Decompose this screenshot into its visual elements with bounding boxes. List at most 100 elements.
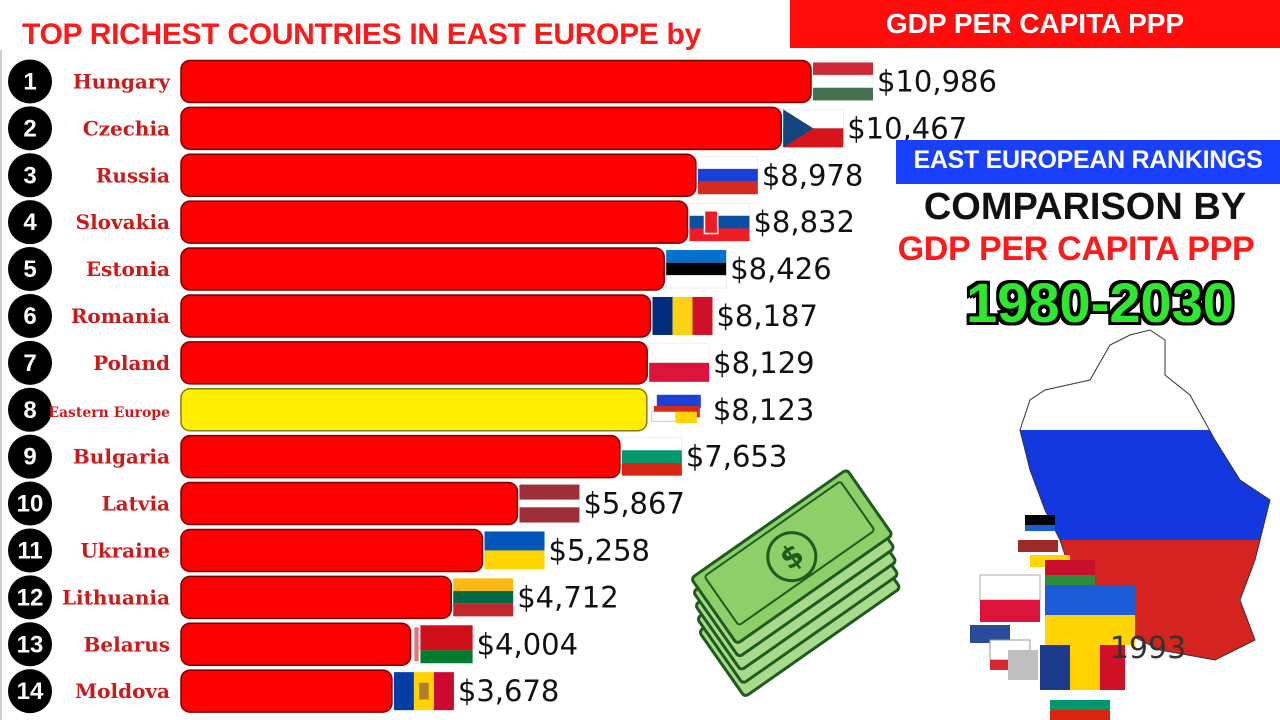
bar [180, 669, 393, 713]
value-label: $8,123 [713, 393, 814, 427]
bar [180, 622, 412, 666]
title-banner-text: GDP PER CAPITA PPP [885, 8, 1185, 39]
bulgaria-flag-icon [621, 437, 683, 476]
rank-badge [8, 575, 52, 620]
slovakia-flag-icon [689, 202, 750, 242]
chart-row: 4 Slovakia $8,832 [8, 200, 855, 245]
chart-row: 13 Belarus $4,004 [8, 622, 578, 667]
moldova-flag-icon [393, 672, 454, 711]
bar [180, 575, 452, 620]
rank-badge [8, 481, 52, 526]
value-label: $5,867 [583, 487, 684, 521]
value-label: $7,653 [686, 440, 787, 474]
rank-number: 3 [23, 162, 36, 189]
value-label: $8,426 [730, 252, 831, 286]
year-range: 1980-2030 [966, 271, 1234, 334]
country-label: Romania [71, 304, 170, 328]
rank-badge [8, 200, 52, 245]
chart-axis-line [0, 50, 2, 720]
rank-badge [8, 59, 52, 104]
value-label: $8,187 [716, 299, 817, 333]
country-label: Belarus [83, 632, 170, 656]
bar [180, 341, 648, 385]
chart-row: 6 Romania $8,187 [8, 293, 818, 338]
rank-badge [8, 153, 52, 198]
rank-badge [8, 247, 52, 292]
rank-number: 2 [23, 115, 36, 142]
comparison-subheading: GDP PER CAPITA PPP [897, 230, 1255, 268]
rankings-band: EAST EUROPEAN RANKINGS [896, 140, 1280, 184]
estonia-flag-icon [665, 250, 727, 289]
rank-number: 11 [17, 537, 42, 564]
country-label: Ukraine [80, 538, 170, 562]
country-label: Estonia [86, 257, 170, 281]
ukraine-flag-icon [484, 531, 545, 570]
rank-badge [8, 669, 52, 714]
bar [180, 153, 697, 197]
rank-number: 4 [23, 209, 37, 236]
belarus-flag-icon [412, 625, 473, 664]
country-label: Latvia [102, 492, 170, 516]
rank-number: 9 [23, 444, 36, 471]
rank-number: 12 [17, 584, 44, 611]
value-label: $5,258 [549, 533, 650, 567]
country-label: Bulgaria [73, 445, 170, 469]
chart-row: 7 Poland $8,129 [8, 340, 815, 385]
rank-badge [8, 528, 52, 573]
country-label: Lithuania [62, 585, 170, 609]
rank-badge [8, 622, 52, 667]
chart-row: 9 Bulgaria $7,653 [8, 434, 787, 479]
country-label: Hungary [73, 69, 171, 93]
chart-row: 11 Ukraine $5,258 [8, 528, 650, 573]
rank-number: 14 [17, 678, 44, 705]
country-label: Moldova [75, 679, 170, 703]
country-label: Poland [93, 351, 170, 375]
rank-badge [8, 340, 52, 385]
rank-number: 6 [23, 303, 36, 330]
rankings-band-text: EAST EUROPEAN RANKINGS [913, 146, 1263, 174]
bar [180, 200, 689, 244]
chart-row: 8 Eastern Europe $8,123 [8, 387, 814, 432]
rank-badge [8, 434, 52, 479]
bar [180, 434, 621, 479]
rank-number: 7 [23, 350, 36, 377]
bar [180, 59, 812, 104]
value-label: $3,678 [458, 674, 559, 708]
bar [180, 106, 782, 151]
country-label: Eastern Europe [48, 405, 170, 421]
chart-row: 10 Latvia $5,867 [8, 481, 685, 526]
country-label: Czechia [83, 116, 170, 140]
latvia-flag-icon [519, 484, 580, 523]
chart-row: 14 Moldova $3,678 [8, 669, 559, 714]
rank-number: 13 [17, 631, 44, 658]
value-label: $8,978 [762, 158, 863, 192]
rank-number: 10 [17, 491, 44, 518]
bar [180, 528, 484, 573]
rank-badge [8, 106, 52, 151]
bar [180, 294, 652, 338]
rank-number: 8 [23, 397, 36, 424]
eastern-europe-flag-icon [651, 394, 701, 424]
chart-row: 2 Czechia $10,467 [8, 106, 967, 151]
poland-flag-icon [648, 343, 710, 382]
chart-row: 12 Lithuania $4,712 [8, 575, 619, 620]
chart-row: 1 Hungary $10,986 [8, 59, 997, 104]
rank-badge [8, 387, 52, 432]
chart-title: TOP RICHEST COUNTRIES IN EAST EUROPE by [22, 18, 701, 51]
title-banner: GDP PER CAPITA PPP [790, 0, 1280, 48]
chart-row: 3 Russia $8,978 [8, 153, 863, 198]
country-label: Russia [96, 163, 170, 187]
czechia-flag-icon [782, 109, 844, 148]
russia-flag-icon [697, 156, 759, 195]
value-label: $4,004 [477, 627, 578, 661]
value-label: $4,712 [517, 580, 618, 614]
value-label: $10,467 [847, 111, 967, 145]
lithuania-flag-icon [453, 578, 514, 617]
value-label: $8,832 [753, 205, 854, 239]
bar [180, 247, 665, 291]
rank-badge [8, 293, 52, 338]
value-label: $8,129 [713, 346, 814, 380]
bar [180, 388, 648, 432]
chart-row: 5 Estonia $8,426 [8, 247, 832, 292]
